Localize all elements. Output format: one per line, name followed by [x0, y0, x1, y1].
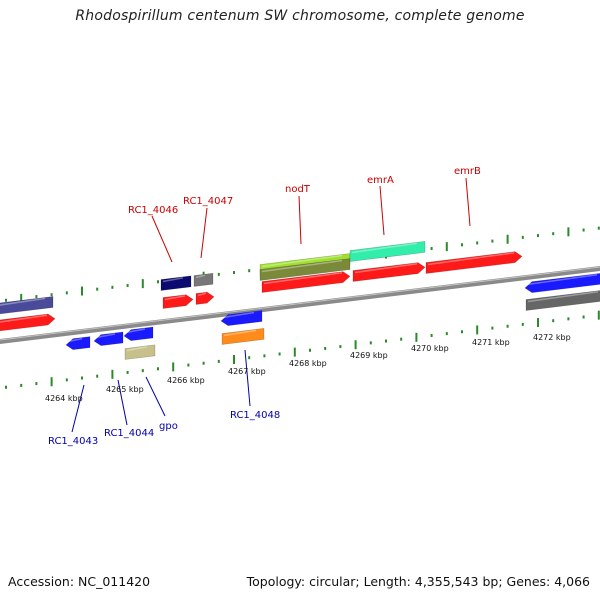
label-leader-line — [200, 207, 208, 259]
gene-arrow-rc1-4046[interactable] — [162, 294, 194, 309]
gene-highlight — [222, 311, 255, 319]
topology-text: Topology: circular; Length: 4,355,543 bp… — [246, 574, 590, 589]
gene-highlight — [195, 274, 206, 279]
label-leaders — [71, 177, 471, 433]
gene-arrow-emrb[interactable] — [425, 251, 523, 274]
gene-highlight — [354, 262, 418, 274]
gene-label-emrb[interactable]: emrB — [454, 166, 481, 177]
gene-highlight — [67, 337, 83, 343]
gene-highlight — [261, 254, 343, 268]
kbp-label-4269: 4269 kbp — [350, 351, 388, 360]
gene-highlight — [125, 328, 146, 334]
gene-label-rc1-4043[interactable]: RC1_4043 — [48, 436, 98, 447]
gene-highlight — [95, 333, 116, 339]
kbp-label-4264: 4264 kbp — [45, 394, 83, 403]
gene-highlight — [427, 252, 515, 266]
gene-highlight — [0, 297, 46, 306]
gene-label-emra[interactable]: emrA — [367, 175, 394, 186]
gene-highlight — [126, 346, 148, 352]
kbp-label-4268: 4268 kbp — [289, 359, 327, 368]
kbp-label-4270: 4270 kbp — [411, 344, 449, 353]
kbp-label-4272: 4272 kbp — [533, 333, 571, 342]
gene-label-rc1-4048[interactable]: RC1_4048 — [230, 410, 280, 421]
gene-box-olive[interactable] — [259, 258, 351, 281]
gene-highlight — [263, 272, 343, 285]
kbp-labels: 4264 kbp 4265 kbp 4266 kbp 4267 kbp 4268… — [45, 333, 571, 403]
gene-box-right-grey[interactable] — [525, 290, 600, 311]
kbp-label-4267: 4267 kbp — [228, 367, 266, 376]
gene-box-rc1-4046[interactable] — [160, 275, 192, 291]
gene-arrow-emra[interactable] — [352, 262, 426, 282]
gene-arrow-right-blue[interactable] — [524, 273, 600, 293]
gene-highlight — [197, 292, 207, 297]
kbp-label-4271: 4271 kbp — [472, 338, 510, 347]
gene-arrow-nodt[interactable] — [261, 271, 351, 293]
label-leader-line — [145, 376, 166, 417]
label-leader-line — [298, 195, 302, 245]
gene-arrow-gpo[interactable] — [123, 326, 154, 341]
kbp-label-4265: 4265 kbp — [106, 385, 144, 394]
gene-label-rc1-4047[interactable]: RC1_4047 — [183, 196, 233, 207]
gene-box-teal[interactable] — [349, 241, 426, 262]
gene-highlight — [526, 274, 598, 286]
accession-text: Accession: NC_011420 — [8, 574, 151, 589]
gene-label-gpo[interactable]: gpo — [159, 421, 178, 432]
gene-arrow-rc1-4047[interactable] — [195, 291, 215, 305]
reverse-scale-ticks — [5, 310, 600, 389]
label-leader-line — [379, 185, 385, 236]
label-leader-line — [117, 379, 128, 426]
kbp-label-4266: 4266 kbp — [167, 376, 205, 385]
label-leader-line — [465, 177, 471, 227]
map-title: Rhodospirillum centenum SW chromosome, c… — [75, 8, 525, 24]
gene-arrow-left-red[interactable] — [0, 313, 56, 332]
gene-label-rc1-4046[interactable]: RC1_4046 — [128, 205, 178, 216]
gene-label-rc1-4044[interactable]: RC1_4044 — [104, 428, 154, 439]
gene-box-khaki[interactable] — [124, 344, 156, 360]
gene-highlight — [164, 295, 186, 301]
gene-highlight — [162, 277, 184, 283]
label-leader-line — [151, 215, 173, 263]
gene-box-left-purple[interactable] — [0, 296, 54, 315]
gene-highlight — [0, 314, 48, 323]
gene-box-orange[interactable] — [221, 328, 265, 345]
gene-box-rc1-4047[interactable] — [193, 272, 214, 287]
gene-highlight — [261, 259, 343, 273]
gene-arrow-rc1-4043[interactable] — [65, 336, 91, 350]
gene-arrow-rc1-4048[interactable] — [220, 310, 263, 326]
gene-arrow-rc1-4044[interactable] — [93, 331, 124, 346]
label-leader-line — [244, 349, 251, 407]
reverse-gene-labels: RC1_4043 RC1_4044 gpo RC1_4048 — [48, 410, 280, 447]
gene-highlight — [223, 329, 257, 337]
gene-label-nodt[interactable]: nodT — [285, 184, 311, 195]
gene-highlight — [351, 242, 418, 254]
forward-gene-labels: RC1_4046 RC1_4047 nodT emrA emrB — [128, 166, 481, 216]
label-leader-line — [71, 384, 85, 433]
gene-features — [0, 241, 600, 360]
gene-highlight — [527, 291, 599, 303]
